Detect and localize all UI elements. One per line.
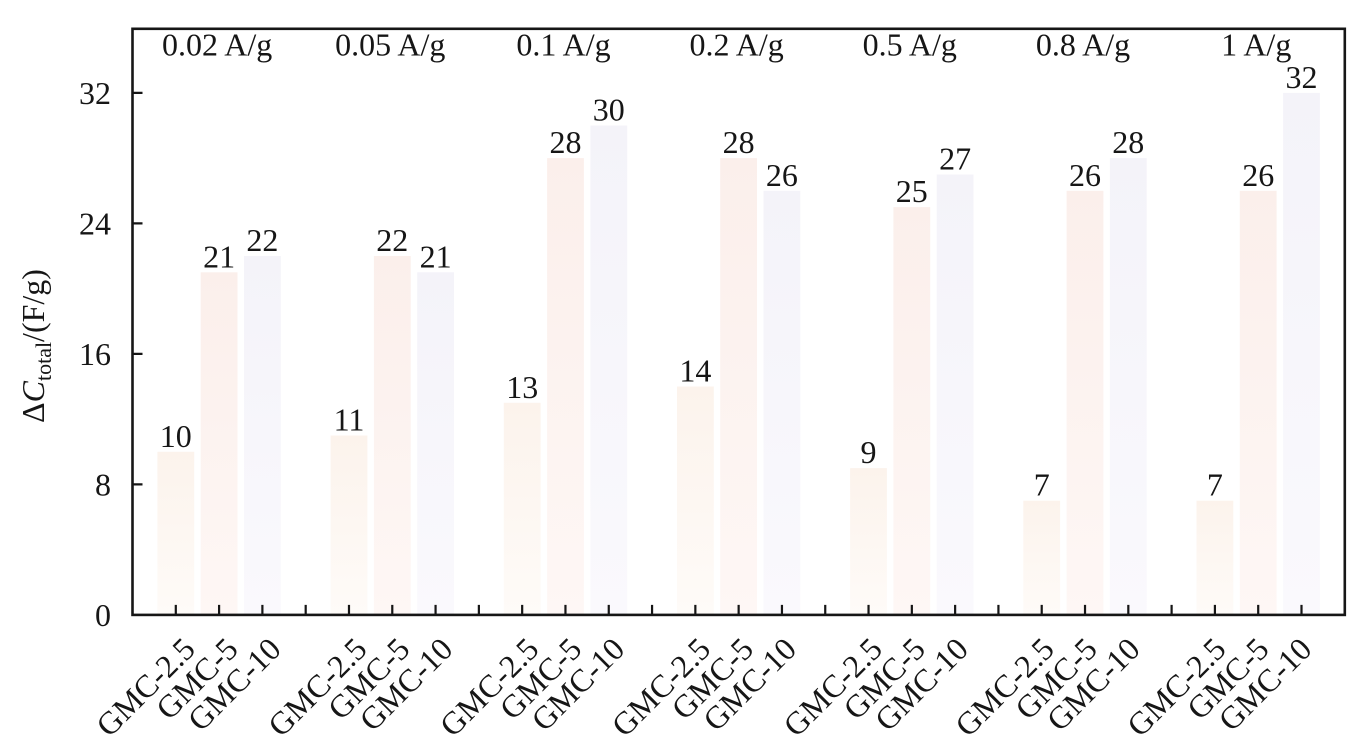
svg-text:25: 25 bbox=[896, 173, 928, 209]
svg-text:21: 21 bbox=[420, 238, 452, 274]
svg-text:0.5 A/g: 0.5 A/g bbox=[863, 26, 957, 62]
svg-text:26: 26 bbox=[1069, 157, 1101, 193]
svg-text:22: 22 bbox=[376, 222, 408, 258]
svg-text:27: 27 bbox=[939, 141, 971, 177]
svg-text:9: 9 bbox=[861, 434, 877, 470]
svg-text:0.8 A/g: 0.8 A/g bbox=[1036, 26, 1130, 62]
svg-text:1 A/g: 1 A/g bbox=[1221, 26, 1291, 62]
svg-text:16: 16 bbox=[79, 336, 111, 372]
svg-text:7: 7 bbox=[1207, 467, 1223, 503]
svg-text:24: 24 bbox=[79, 205, 111, 241]
svg-text:10: 10 bbox=[160, 418, 192, 454]
svg-text:7: 7 bbox=[1034, 467, 1050, 503]
svg-text:11: 11 bbox=[334, 402, 365, 438]
svg-text:13: 13 bbox=[506, 369, 538, 405]
svg-text:14: 14 bbox=[679, 353, 711, 389]
svg-text:30: 30 bbox=[593, 92, 625, 128]
svg-text:0.02 A/g: 0.02 A/g bbox=[162, 26, 272, 62]
svg-text:28: 28 bbox=[1112, 124, 1144, 160]
svg-text:26: 26 bbox=[1242, 157, 1274, 193]
svg-text:26: 26 bbox=[766, 157, 798, 193]
svg-text:8: 8 bbox=[95, 466, 111, 502]
svg-text:32: 32 bbox=[79, 75, 111, 111]
svg-text:22: 22 bbox=[246, 222, 278, 258]
svg-text:28: 28 bbox=[723, 124, 755, 160]
svg-text:21: 21 bbox=[203, 238, 235, 274]
svg-text:0.1 A/g: 0.1 A/g bbox=[516, 26, 610, 62]
svg-text:0.2 A/g: 0.2 A/g bbox=[689, 26, 783, 62]
svg-text:0: 0 bbox=[95, 597, 111, 633]
svg-text:32: 32 bbox=[1286, 59, 1318, 95]
svg-text:28: 28 bbox=[550, 124, 582, 160]
svg-text:0.05 A/g: 0.05 A/g bbox=[335, 26, 445, 62]
